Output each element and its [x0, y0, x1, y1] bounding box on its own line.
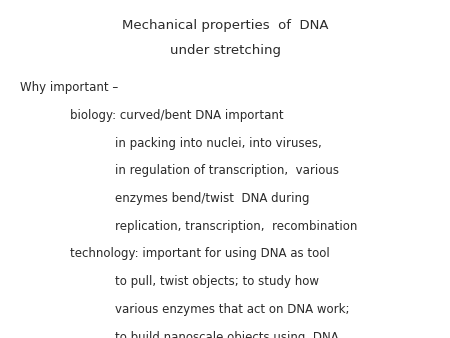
Text: under stretching: under stretching [170, 44, 280, 57]
Text: in regulation of transcription,  various: in regulation of transcription, various [115, 164, 339, 177]
Text: biology: curved/bent DNA important: biology: curved/bent DNA important [70, 109, 284, 122]
Text: Mechanical properties  of  DNA: Mechanical properties of DNA [122, 19, 328, 31]
Text: enzymes bend/twist  DNA during: enzymes bend/twist DNA during [115, 192, 309, 205]
Text: to build nanoscale objects using  DNA: to build nanoscale objects using DNA [115, 331, 338, 338]
Text: various enzymes that act on DNA work;: various enzymes that act on DNA work; [115, 303, 349, 316]
Text: in packing into nuclei, into viruses,: in packing into nuclei, into viruses, [115, 137, 321, 149]
Text: to pull, twist objects; to study how: to pull, twist objects; to study how [115, 275, 319, 288]
Text: Why important –: Why important – [20, 81, 118, 94]
Text: technology: important for using DNA as tool: technology: important for using DNA as t… [70, 247, 329, 260]
Text: replication, transcription,  recombination: replication, transcription, recombinatio… [115, 220, 357, 233]
